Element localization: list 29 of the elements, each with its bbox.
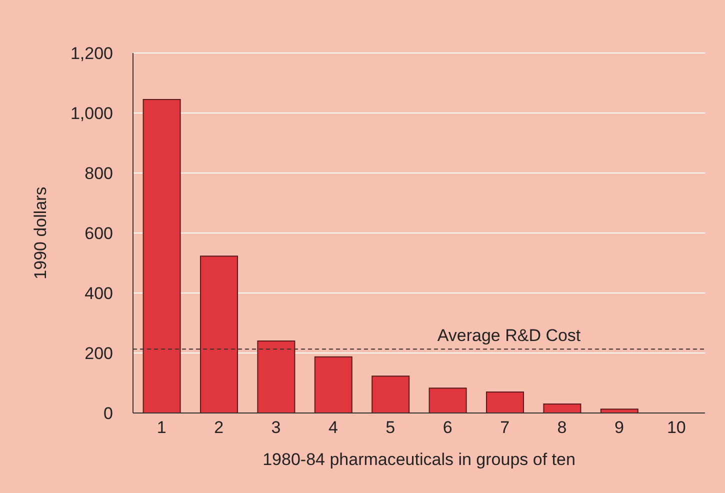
x-tick-label: 7 bbox=[500, 418, 510, 438]
bar bbox=[200, 256, 238, 413]
x-tick-label: 1 bbox=[156, 418, 166, 438]
bar bbox=[142, 99, 181, 413]
x-tick-label: 4 bbox=[328, 418, 338, 438]
y-tick-label: 1,000 bbox=[70, 104, 113, 124]
bar bbox=[372, 376, 410, 413]
ref-line-label: Average R&D Cost bbox=[437, 326, 581, 346]
y-tick-label: 200 bbox=[84, 344, 113, 364]
bar bbox=[314, 356, 352, 413]
x-tick-label: 3 bbox=[271, 418, 281, 438]
bar bbox=[600, 408, 638, 413]
bar bbox=[428, 388, 467, 413]
x-tick-label: 10 bbox=[666, 418, 686, 438]
y-tick-label: 600 bbox=[84, 224, 113, 244]
bar bbox=[543, 404, 582, 413]
x-tick-label: 2 bbox=[214, 418, 224, 438]
x-tick-label: 9 bbox=[614, 418, 624, 438]
x-tick-label: 5 bbox=[386, 418, 396, 438]
y-tick-label: 0 bbox=[104, 404, 113, 424]
x-tick-label: 8 bbox=[557, 418, 567, 438]
y-tick-label: 1,200 bbox=[70, 44, 113, 64]
bar bbox=[257, 340, 296, 413]
y-tick-label: 400 bbox=[84, 284, 113, 304]
y-axis-title: 1990 dollars bbox=[31, 186, 50, 280]
y-tick-label: 800 bbox=[84, 164, 113, 184]
bar bbox=[486, 392, 524, 413]
x-tick-label: 6 bbox=[442, 418, 452, 438]
x-axis-title: 1980-84 pharmaceuticals in groups of ten bbox=[262, 450, 576, 469]
